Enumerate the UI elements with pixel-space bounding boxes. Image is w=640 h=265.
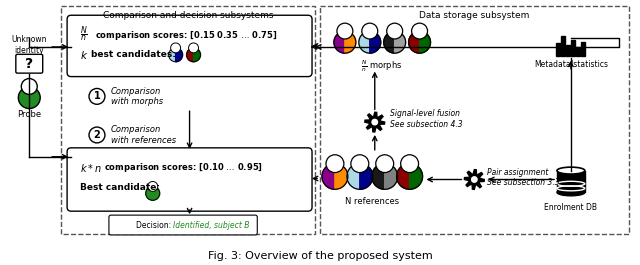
Wedge shape (410, 164, 422, 189)
Text: Signal-level fusion
See subsection 4.3: Signal-level fusion See subsection 4.3 (390, 109, 462, 129)
Circle shape (351, 155, 369, 173)
Circle shape (21, 78, 37, 94)
Circle shape (189, 43, 198, 53)
Wedge shape (395, 31, 406, 53)
Wedge shape (397, 164, 410, 189)
Wedge shape (175, 48, 182, 62)
Circle shape (376, 155, 394, 173)
Text: Comparison and decision subsystems: Comparison and decision subsystems (103, 11, 273, 20)
Text: Unknown
identity: Unknown identity (12, 35, 47, 55)
Circle shape (337, 23, 353, 39)
Text: Metadata/statistics: Metadata/statistics (534, 60, 608, 69)
Circle shape (472, 177, 477, 182)
Wedge shape (153, 187, 160, 200)
Text: ?: ? (25, 57, 33, 71)
Text: 1: 1 (93, 91, 100, 101)
Text: 2: 2 (93, 130, 100, 140)
FancyBboxPatch shape (67, 148, 312, 211)
Ellipse shape (557, 167, 585, 174)
Wedge shape (322, 164, 335, 189)
Bar (577, 47, 580, 56)
Wedge shape (372, 164, 385, 189)
Wedge shape (193, 48, 200, 62)
Wedge shape (345, 31, 356, 53)
Bar (572, 40, 575, 56)
Text: $k * n$: $k * n$ (80, 162, 102, 174)
Wedge shape (146, 187, 153, 200)
Text: Comparison
with references: Comparison with references (111, 125, 176, 145)
Wedge shape (360, 164, 372, 189)
Wedge shape (169, 48, 175, 62)
Text: Identified, subject B: Identified, subject B (173, 220, 250, 229)
Circle shape (412, 23, 428, 39)
Circle shape (171, 43, 180, 53)
Wedge shape (370, 31, 381, 53)
Circle shape (89, 89, 105, 104)
Bar (557, 171, 585, 192)
Text: Probe: Probe (17, 110, 42, 119)
Circle shape (326, 155, 344, 173)
Ellipse shape (557, 189, 585, 196)
Text: $\frac{N}{n}$: $\frac{N}{n}$ (80, 25, 88, 45)
Text: comparison scores: [0.10 $\ldots$ 0.95]: comparison scores: [0.10 $\ldots$ 0.95] (104, 161, 263, 174)
Text: Pair assignment
See subsection 3.3: Pair assignment See subsection 3.3 (487, 168, 560, 187)
Wedge shape (420, 31, 431, 53)
Polygon shape (465, 170, 484, 189)
Bar (581, 42, 586, 56)
Circle shape (372, 120, 378, 125)
Circle shape (387, 23, 403, 39)
Bar (556, 43, 561, 56)
Polygon shape (365, 112, 385, 132)
Bar (566, 45, 570, 56)
Circle shape (89, 127, 105, 143)
FancyBboxPatch shape (67, 15, 312, 77)
Text: N references: N references (345, 197, 399, 206)
Text: $\frac{N}{n}$ morphs: $\frac{N}{n}$ morphs (361, 59, 403, 74)
Wedge shape (408, 31, 420, 53)
Wedge shape (359, 31, 370, 53)
Wedge shape (187, 48, 193, 62)
Circle shape (148, 182, 157, 191)
Circle shape (362, 23, 378, 39)
Text: Decision:: Decision: (136, 220, 173, 229)
Wedge shape (335, 164, 348, 189)
Text: $k$: $k$ (80, 49, 88, 61)
Wedge shape (334, 31, 345, 53)
FancyBboxPatch shape (16, 54, 43, 73)
Text: Fig. 3: Overview of the proposed system: Fig. 3: Overview of the proposed system (207, 251, 433, 261)
Wedge shape (385, 164, 397, 189)
Text: Data storage subsystem: Data storage subsystem (419, 11, 529, 20)
Text: Enrolment DB: Enrolment DB (545, 203, 597, 212)
Circle shape (19, 87, 40, 109)
Text: Comparison
with morphs: Comparison with morphs (111, 87, 163, 106)
Wedge shape (384, 31, 395, 53)
Text: Best candidate:: Best candidate: (80, 183, 160, 192)
Wedge shape (347, 164, 360, 189)
Bar (561, 36, 565, 56)
Text: best candidates:: best candidates: (91, 50, 176, 59)
Text: comparison scores: [0.15 0.35 $\ldots$ 0.75]: comparison scores: [0.15 0.35 $\ldots$ 0… (95, 29, 278, 42)
Circle shape (401, 155, 419, 173)
FancyBboxPatch shape (109, 215, 257, 235)
